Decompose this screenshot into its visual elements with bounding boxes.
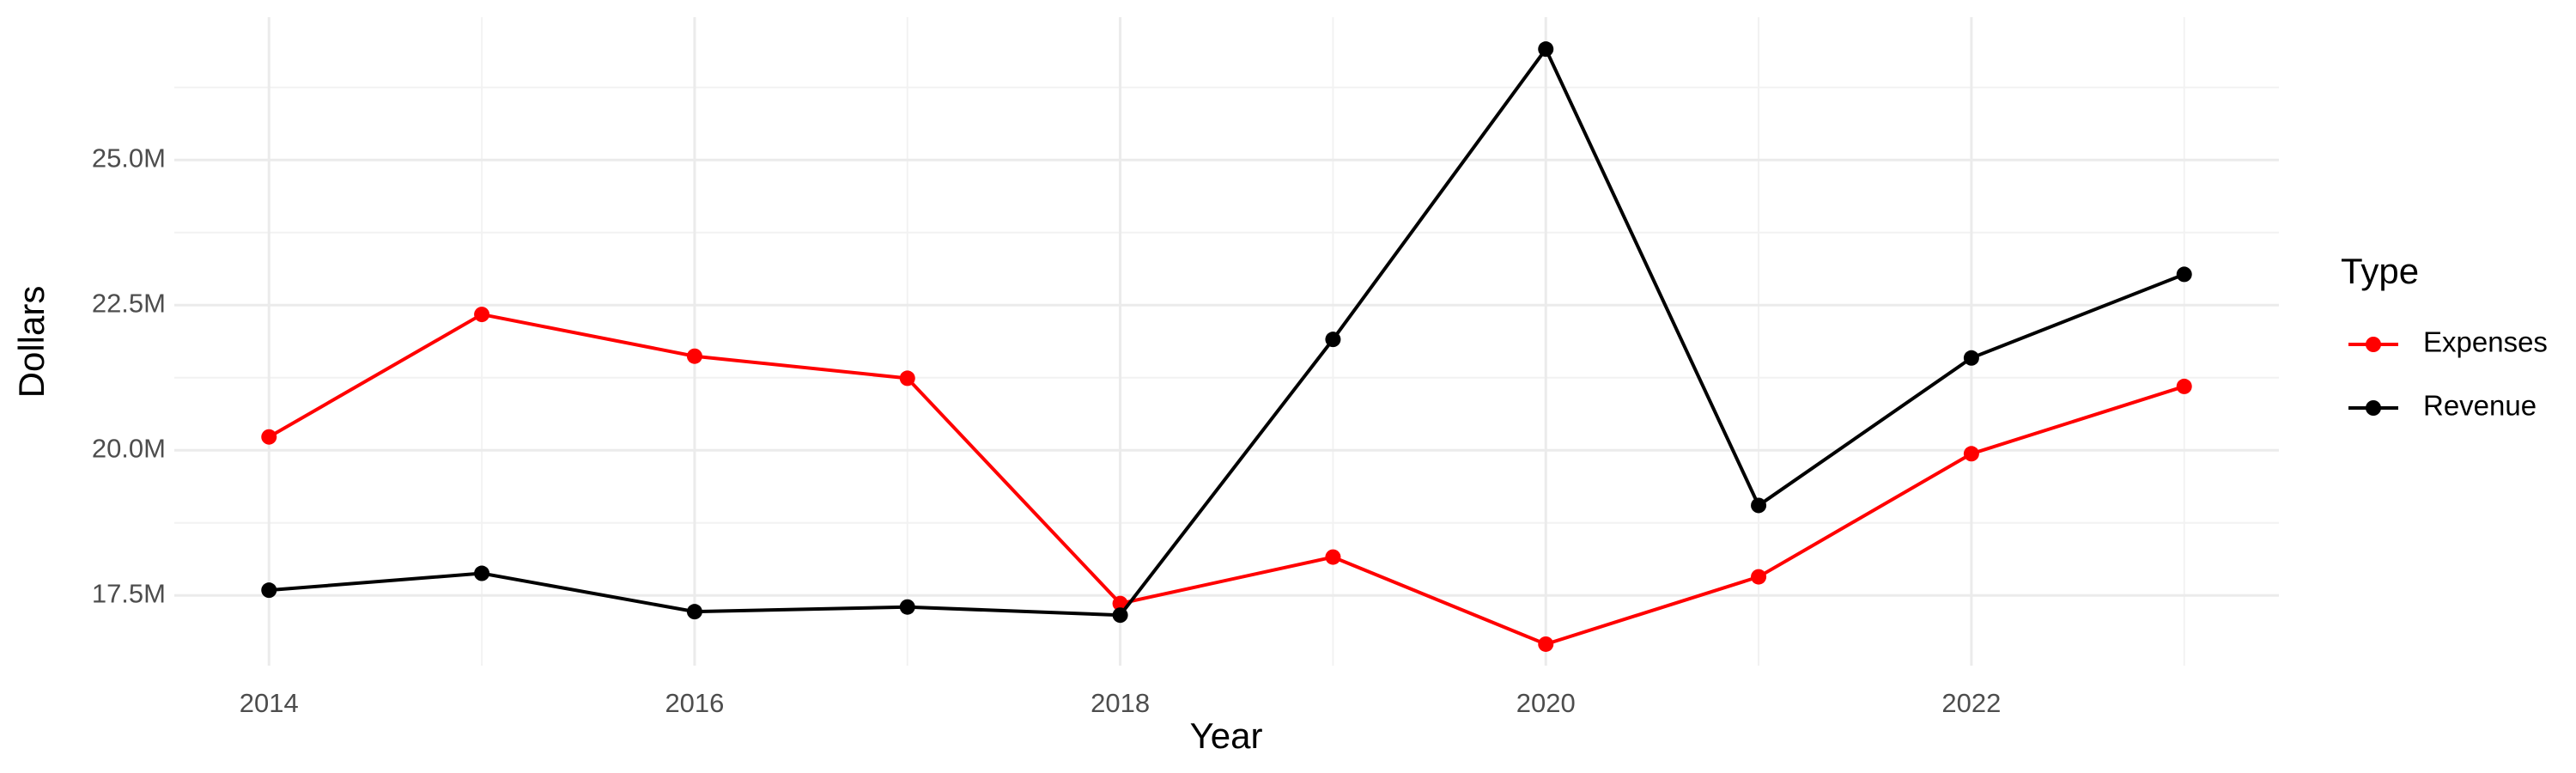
series-line [269,46,2185,618]
data-point [261,429,277,445]
data-point [1325,549,1341,565]
x-tick-label: 2022 [1941,688,2001,718]
data-point [1963,446,1979,462]
data-point [261,582,277,599]
data-point [1751,497,1767,514]
data-point [1538,41,1554,58]
y-tick-label: 20.0M [92,433,166,463]
x-axis-title: Year [1190,715,1263,756]
legend-key-point [2366,337,2381,352]
x-tick-label: 2020 [1516,688,1576,718]
y-tick-label: 22.5M [92,288,166,318]
data-point [899,599,915,615]
x-tick-label: 2016 [665,688,724,718]
x-tick-label: 2018 [1091,688,1150,718]
data-point [1112,607,1128,624]
data-point [686,604,702,620]
data-point [1751,569,1767,585]
y-axis-title: Dollars [11,286,52,399]
y-tick-label: 25.0M [92,143,166,173]
legend-key-point [2366,400,2381,416]
series-line [268,312,2185,647]
data-point [1325,332,1341,348]
data-point [1963,350,1979,366]
data-point [686,348,702,364]
data-point [899,370,915,386]
y-tick-label: 17.5M [92,578,166,608]
data-point [1538,636,1554,652]
x-tick-label: 2014 [240,688,299,718]
data-point [2176,378,2192,394]
legend-label: Expenses [2423,326,2548,358]
data-point [474,307,490,323]
data-point [474,565,490,581]
legend-label: Revenue [2423,390,2537,422]
data-point [2176,266,2192,283]
grid [174,17,2279,666]
legend-title: Type [2341,251,2419,291]
